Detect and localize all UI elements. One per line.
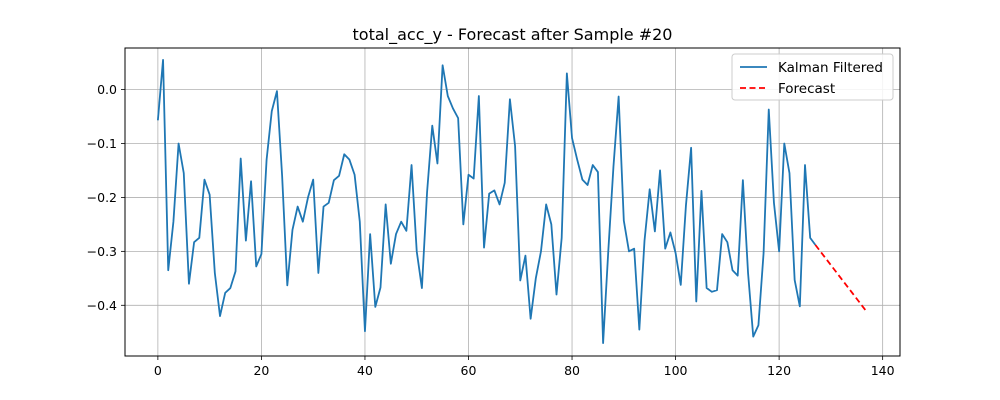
x-tick-label: 120 <box>767 363 791 378</box>
legend: Kalman Filtered Forecast <box>731 53 894 101</box>
plot-frame <box>124 47 901 357</box>
legend-label: Kalman Filtered <box>778 60 883 76</box>
x-tick-label: 80 <box>564 363 580 378</box>
x-tick-label: 40 <box>357 363 373 378</box>
x-tick-label: 60 <box>461 363 477 378</box>
legend-frame <box>731 53 894 101</box>
series-line-kalman-filtered <box>156 58 817 344</box>
y-tick-label: −0.3 <box>87 244 117 259</box>
y-tick-label: −0.2 <box>87 190 117 205</box>
legend-label: Forecast <box>778 81 835 97</box>
y-tick-label: 0.0 <box>97 82 117 97</box>
series-layer <box>156 58 868 344</box>
chart-title: total_acc_y - Forecast after Sample #20 <box>353 25 673 45</box>
ticks: 0 20 40 60 80 100 120 140 0.0 −0.1 −0.2 −0.3 −0.4 <box>87 82 895 378</box>
x-tick-label: 0 <box>154 363 162 378</box>
x-tick-label: 140 <box>871 363 895 378</box>
x-tick-label: 100 <box>664 363 688 378</box>
x-tick-label: 20 <box>253 363 269 378</box>
series-line-forecast <box>814 244 868 313</box>
y-tick-label: −0.1 <box>87 136 117 151</box>
y-tick-label: −0.4 <box>87 298 117 313</box>
